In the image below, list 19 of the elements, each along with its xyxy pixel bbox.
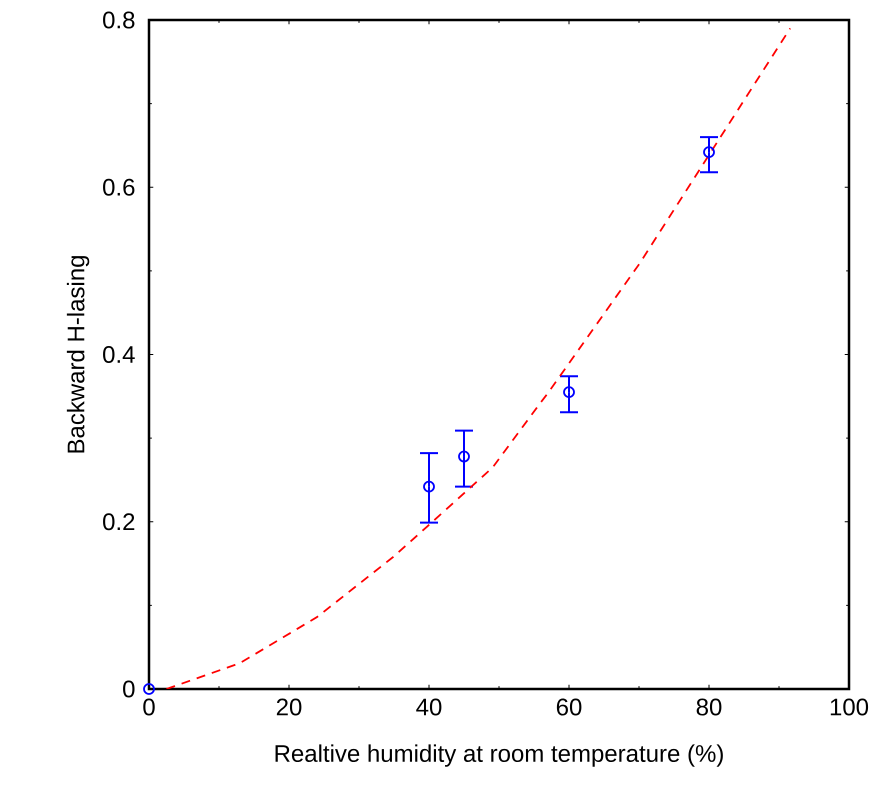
point [143,683,155,695]
x-tick-label: 0 [143,698,155,716]
y-tick-label: 0.2 [103,513,134,530]
y-tick-label: 0.8 [103,12,134,28]
point [423,480,435,493]
y-tick-label: 0.6 [103,178,134,196]
point [458,450,470,462]
x-axis-title: Realtive humidity at room temperature (%) [276,744,723,767]
x-tick-label: 60 [556,698,582,716]
point [703,146,715,158]
y-tick-label: 0 [123,680,135,698]
line-series [166,27,792,690]
x-tick-label: 20 [276,698,302,716]
point [563,386,575,398]
x-tick-label: 40 [416,698,442,716]
y-tick-label: 0.4 [103,346,135,363]
x-tick-label: 100 [830,698,868,716]
x-tick-label: 80 [696,698,722,716]
y-axis-title: Backward H-lasing [66,256,90,453]
